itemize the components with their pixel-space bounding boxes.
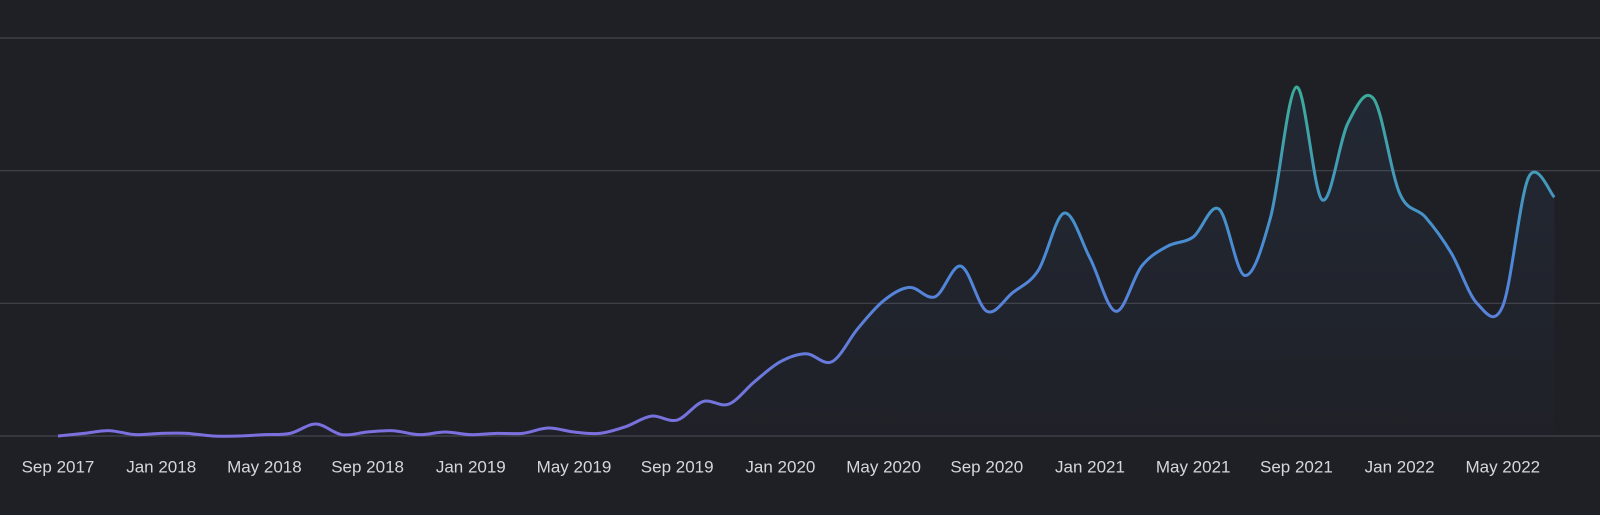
x-tick-label: Jan 2021 (1055, 457, 1125, 476)
x-tick-label: May 2018 (227, 457, 302, 476)
x-tick-label: Jan 2020 (745, 457, 815, 476)
x-tick-label: Sep 2018 (331, 457, 404, 476)
area (58, 87, 1555, 437)
x-tick-label: Jan 2022 (1365, 457, 1435, 476)
x-tick-label: Jan 2019 (436, 457, 506, 476)
x-tick-label: May 2022 (1465, 457, 1540, 476)
line (57, 85, 1556, 438)
x-tick-label: May 2019 (537, 457, 612, 476)
x-tick-label: Sep 2017 (22, 457, 95, 476)
x-tick-label: May 2020 (846, 457, 921, 476)
x-tick-label: Sep 2020 (950, 457, 1023, 476)
x-tick-label: May 2021 (1156, 457, 1231, 476)
x-tick-label: Jan 2018 (126, 457, 196, 476)
x-tick-label: Sep 2021 (1260, 457, 1333, 476)
x-tick-label: Sep 2019 (641, 457, 714, 476)
